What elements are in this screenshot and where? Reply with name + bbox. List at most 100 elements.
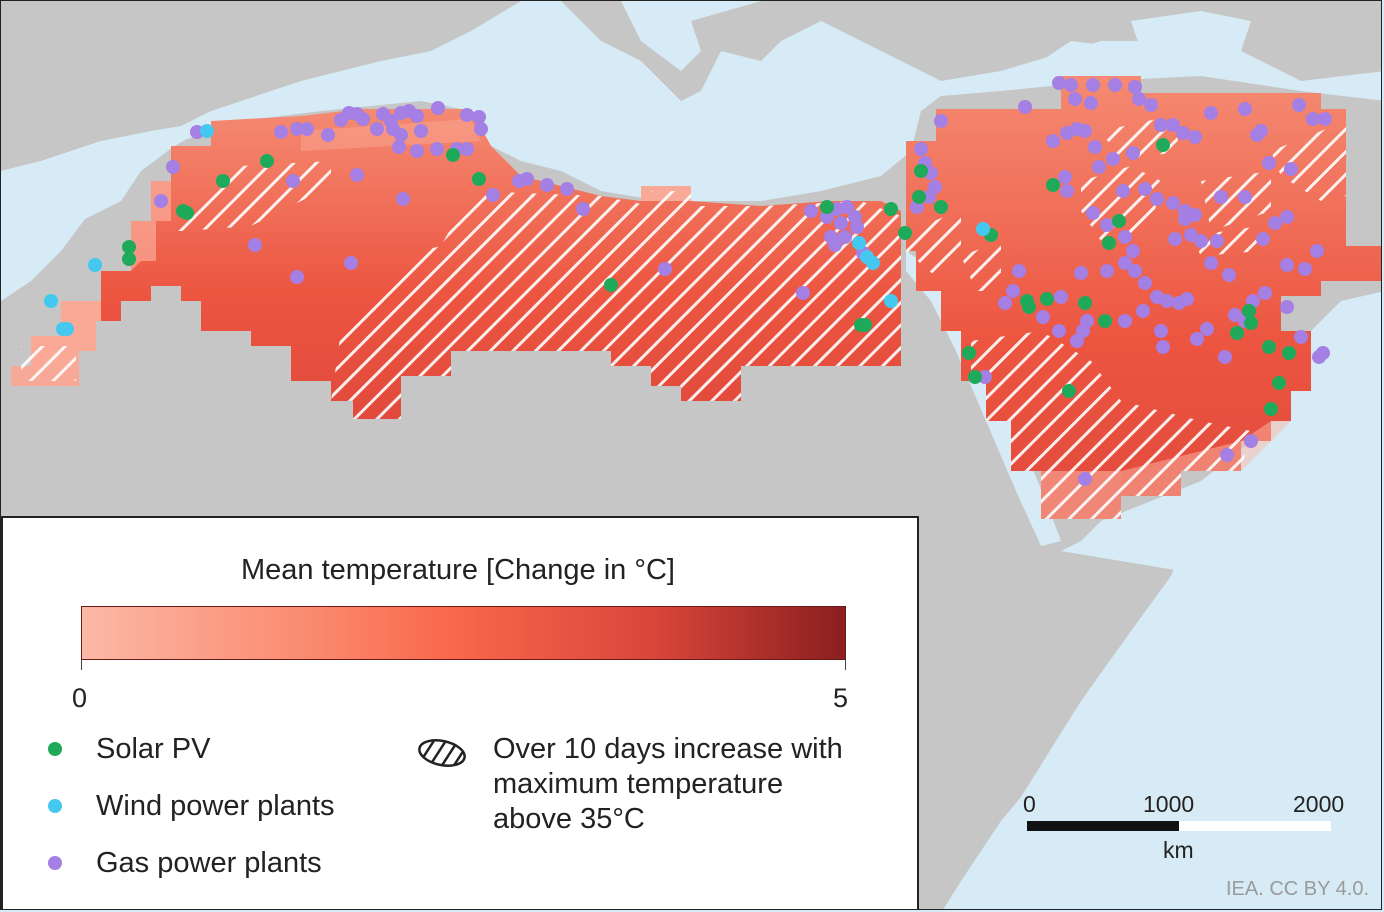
gas-plant-marker — [396, 192, 410, 206]
gas-plant-marker — [290, 270, 304, 284]
solar-plant-marker — [1022, 300, 1036, 314]
solar-plant-marker — [1264, 402, 1278, 416]
gas-plant-marker — [1100, 218, 1114, 232]
gas-plant-marker — [321, 128, 335, 142]
gas-plant-marker — [850, 220, 864, 234]
gas-plant-marker — [474, 122, 488, 136]
gas-plant-marker — [1284, 162, 1298, 176]
gas-plant-marker — [1108, 78, 1122, 92]
gas-plant-marker — [486, 188, 500, 202]
credit-text: IEA. CC BY 4.0. — [1225, 878, 1369, 900]
legend-solar-label: Solar PV — [96, 732, 211, 765]
legend-item-wind: Wind power plants — [48, 789, 335, 823]
gas-plant-marker — [1218, 350, 1232, 364]
solar-plant-marker — [1062, 384, 1076, 398]
gas-plant-marker — [1256, 232, 1270, 246]
gas-plant-marker — [840, 200, 854, 214]
solar-plant-marker — [1078, 296, 1092, 310]
solar-dot-icon — [48, 742, 62, 757]
solar-plant-marker — [1282, 346, 1296, 360]
gas-plant-marker — [1078, 124, 1092, 138]
gas-plant-marker — [922, 190, 936, 204]
hatch-label-line: maximum temperature — [493, 768, 784, 800]
solar-plant-marker — [1272, 376, 1286, 390]
solar-plant-marker — [820, 200, 834, 214]
gas-plant-marker — [834, 216, 848, 230]
gas-plant-marker — [1280, 300, 1294, 314]
gas-plant-marker — [1194, 234, 1208, 248]
legend-wind-label: Wind power plants — [96, 789, 335, 822]
gas-plant-marker — [658, 262, 672, 276]
gas-plant-marker — [356, 112, 370, 126]
gas-plant-marker — [1070, 334, 1084, 348]
gas-plant-marker — [1294, 330, 1308, 344]
solar-plant-marker — [260, 154, 274, 168]
solar-plant-marker — [1156, 138, 1170, 152]
gas-plant-marker — [460, 108, 474, 122]
gas-plant-marker — [1318, 112, 1332, 126]
gas-plant-marker — [166, 160, 180, 174]
gas-plant-marker — [1058, 170, 1072, 184]
gas-plant-marker — [576, 202, 590, 216]
gas-plant-marker — [431, 101, 445, 115]
solar-plant-marker — [122, 240, 136, 254]
gas-plant-marker — [1064, 78, 1078, 92]
gas-plant-marker — [1204, 256, 1218, 270]
colorbar-min-label: 0 — [72, 683, 88, 713]
map-legend: Mean temperature [Change in °C] 0 5 Sola… — [1, 516, 919, 909]
solar-plant-marker — [216, 174, 230, 188]
gas-plant-marker — [1204, 106, 1218, 120]
gas-plant-marker — [350, 168, 364, 182]
gas-plant-marker — [1054, 290, 1068, 304]
gas-plant-marker — [1298, 262, 1312, 276]
solar-plant-marker — [914, 164, 928, 178]
gas-plant-marker — [1092, 160, 1106, 174]
gas-plant-marker — [1166, 118, 1180, 132]
gas-plant-marker — [1018, 100, 1032, 114]
gas-plant-marker — [1086, 206, 1100, 220]
gas-plant-marker — [1078, 472, 1092, 486]
hatch-label-line: above 35°C — [493, 803, 645, 835]
gas-plant-marker — [1106, 152, 1120, 166]
gas-plant-marker — [410, 109, 424, 123]
gas-plant-marker — [1012, 264, 1026, 278]
gas-plant-marker — [1190, 332, 1204, 346]
gas-plant-marker — [1316, 346, 1330, 360]
gas-plant-marker — [392, 140, 406, 154]
legend-title: Mean temperature [Change in °C] — [241, 554, 675, 586]
wind-plant-marker — [88, 258, 102, 272]
gas-plant-marker — [914, 142, 928, 156]
gas-plant-marker — [1292, 98, 1306, 112]
gas-plant-marker — [1144, 98, 1158, 112]
gas-plant-marker — [1154, 118, 1168, 132]
gas-plant-marker — [1100, 264, 1114, 278]
gas-plant-marker — [796, 286, 810, 300]
gas-plant-marker — [1268, 216, 1282, 230]
gas-plant-marker — [1306, 112, 1320, 126]
gas-plant-marker — [1220, 448, 1234, 462]
gas-plant-marker — [1176, 126, 1190, 140]
gas-plant-marker — [290, 122, 304, 136]
solar-plant-marker — [1046, 178, 1060, 192]
gas-plant-marker — [838, 230, 852, 244]
gas-plant-marker — [1068, 92, 1082, 106]
gas-plant-marker — [1126, 146, 1140, 160]
gas-plant-marker — [414, 124, 428, 138]
wind-plant-marker — [976, 222, 990, 236]
solar-plant-marker — [912, 190, 926, 204]
gas-plant-marker — [286, 174, 300, 188]
gas-plant-marker — [1238, 190, 1252, 204]
scale-tick-1000: 1000 — [1143, 791, 1195, 817]
gas-plant-marker — [1210, 234, 1224, 248]
gas-plant-marker — [1128, 264, 1142, 278]
wind-dot-icon — [48, 799, 62, 814]
gas-plant-marker — [1046, 134, 1060, 148]
gas-plant-marker — [1116, 184, 1130, 198]
temperature-colorbar — [81, 606, 846, 660]
gas-plant-marker — [1244, 434, 1258, 448]
gas-plant-marker — [1168, 232, 1182, 246]
gas-plant-marker — [460, 142, 474, 156]
gas-plant-marker — [1238, 102, 1252, 116]
gas-plant-marker — [1060, 184, 1074, 198]
legend-gas-label: Gas power plants — [96, 846, 322, 879]
